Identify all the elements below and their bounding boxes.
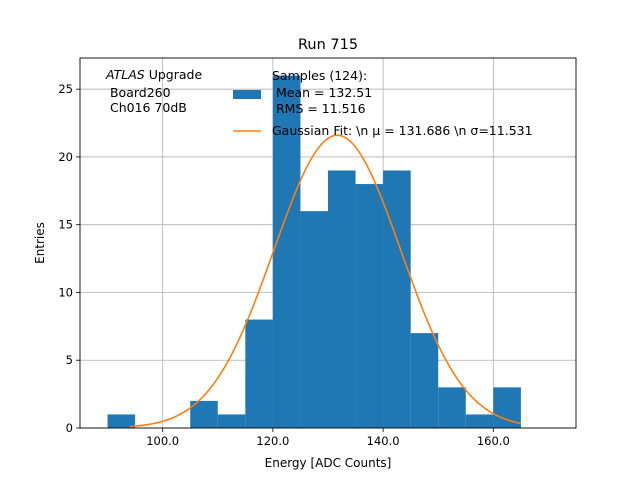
atlas-upgrade-label: Upgrade xyxy=(145,67,203,82)
y-ticks: 0 5 10 15 20 25 xyxy=(58,82,80,435)
y-tick-label: 10 xyxy=(58,285,73,299)
histogram-bar xyxy=(217,414,246,428)
y-tick-label: 20 xyxy=(58,150,73,164)
legend-fit-label: Gaussian Fit: \n μ = 131.686 \n σ=11.531 xyxy=(272,123,533,138)
legend-samples-patch xyxy=(233,90,261,99)
atlas-label: ATLAS xyxy=(105,67,145,82)
histogram-bar xyxy=(190,400,218,428)
gaussian-fit-curve xyxy=(129,134,522,428)
legend-samples-line2: Mean = 132.51 xyxy=(272,85,372,100)
x-tick-label: 140.0 xyxy=(367,434,400,448)
y-tick-label: 0 xyxy=(66,421,73,435)
histogram-bar xyxy=(328,170,356,428)
histogram-bar xyxy=(300,211,328,428)
x-tick-label: 100.0 xyxy=(146,434,179,448)
histogram-bar xyxy=(272,75,301,428)
x-ticks: 100.0 120.0 140.0 160.0 xyxy=(146,428,510,448)
y-tick-label: 5 xyxy=(66,353,73,367)
histogram-bar xyxy=(493,387,521,428)
y-axis-label: Entries xyxy=(33,222,47,264)
x-tick-label: 120.0 xyxy=(256,434,289,448)
atlas-annotation: ATLAS Upgrade Board260 Ch016 70dB xyxy=(105,67,202,115)
x-tick-label: 160.0 xyxy=(477,434,510,448)
histogram-bar xyxy=(465,414,494,428)
atlas-annotation-line3: Ch016 70dB xyxy=(106,100,187,115)
histogram-bar xyxy=(107,414,136,428)
y-tick-label: 25 xyxy=(58,82,73,96)
chart-title: Run 715 xyxy=(298,37,358,53)
atlas-annotation-line1: ATLAS Upgrade xyxy=(105,67,202,82)
histogram-bar xyxy=(355,184,384,428)
legend: Samples (124): Mean = 132.51 RMS = 11.51… xyxy=(233,68,533,138)
plot-frame xyxy=(79,57,577,429)
bars-layer xyxy=(107,75,521,428)
histogram-bar xyxy=(438,387,466,428)
x-axis-label: Energy [ADC Counts] xyxy=(265,456,392,470)
y-tick-label: 15 xyxy=(58,218,73,232)
legend-samples-line3: RMS = 11.516 xyxy=(272,101,366,116)
histogram-bar xyxy=(383,170,411,428)
histogram-bar xyxy=(245,319,273,428)
histogram-bar xyxy=(410,333,439,428)
legend-samples-line1: Samples (124): xyxy=(272,68,367,83)
atlas-annotation-line2: Board260 xyxy=(106,85,171,100)
